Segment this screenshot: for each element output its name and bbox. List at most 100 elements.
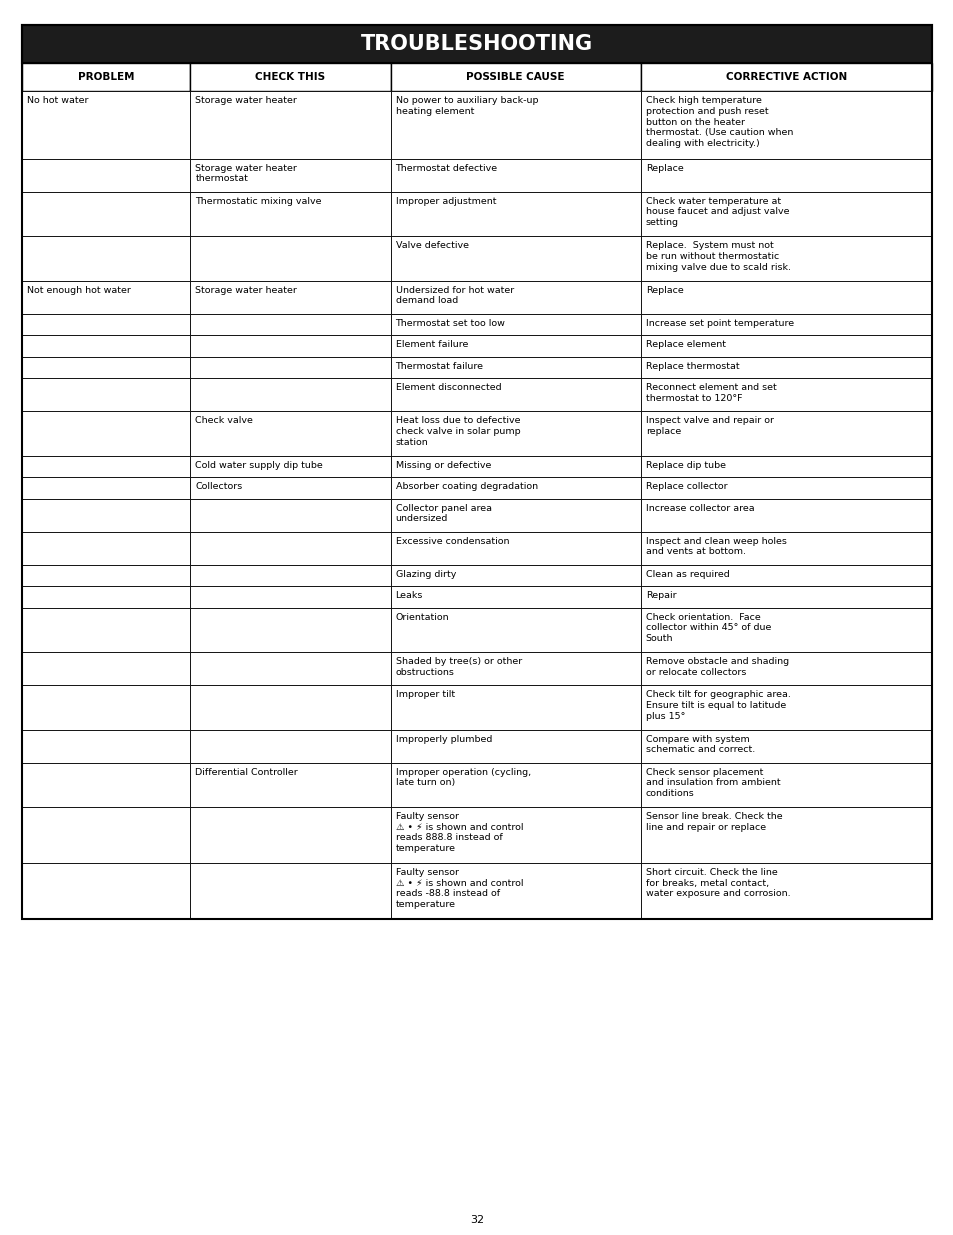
Text: TROUBLESHOOTING: TROUBLESHOOTING <box>360 35 593 54</box>
Bar <box>390 762 640 806</box>
Text: Compare with system
schematic and correct.: Compare with system schematic and correc… <box>645 735 754 755</box>
Bar <box>22 652 191 685</box>
Bar <box>390 477 640 499</box>
Bar <box>640 411 931 456</box>
Bar <box>191 335 390 357</box>
Bar <box>191 411 390 456</box>
Text: Storage water heater: Storage water heater <box>195 285 297 294</box>
Text: Valve defective: Valve defective <box>395 241 468 249</box>
Text: Collectors: Collectors <box>195 482 242 492</box>
Bar <box>22 191 191 236</box>
Bar <box>640 585 931 608</box>
Bar <box>390 357 640 378</box>
Bar <box>191 531 390 564</box>
Bar <box>191 499 390 531</box>
Bar <box>640 863 931 919</box>
Bar <box>390 63 640 91</box>
Bar <box>191 863 390 919</box>
Text: CORRECTIVE ACTION: CORRECTIVE ACTION <box>725 72 846 82</box>
Bar <box>191 91 390 158</box>
Bar <box>191 477 390 499</box>
Bar <box>191 158 390 191</box>
Text: Replace collector: Replace collector <box>645 482 726 492</box>
Text: Glazing dirty: Glazing dirty <box>395 569 456 578</box>
Text: Improper tilt: Improper tilt <box>395 690 455 699</box>
Text: Short circuit. Check the line
for breaks, metal contact,
water exposure and corr: Short circuit. Check the line for breaks… <box>645 868 790 899</box>
Bar <box>390 499 640 531</box>
Bar <box>22 608 191 652</box>
Bar <box>640 730 931 762</box>
Bar <box>640 335 931 357</box>
Text: Storage water heater: Storage water heater <box>195 96 297 105</box>
Bar <box>640 531 931 564</box>
Text: Inspect and clean weep holes
and vents at bottom.: Inspect and clean weep holes and vents a… <box>645 536 786 556</box>
Text: Leaks: Leaks <box>395 592 422 600</box>
Bar <box>22 236 191 280</box>
Text: Check high temperature
protection and push reset
button on the heater
thermostat: Check high temperature protection and pu… <box>645 96 792 148</box>
Bar <box>191 608 390 652</box>
Bar <box>191 191 390 236</box>
Text: PROBLEM: PROBLEM <box>78 72 134 82</box>
Text: 32: 32 <box>470 1215 483 1225</box>
Text: Orientation: Orientation <box>395 613 449 621</box>
Bar <box>640 652 931 685</box>
Bar <box>191 585 390 608</box>
Bar <box>640 63 931 91</box>
Text: Check tilt for geographic area.
Ensure tilt is equal to latitude
plus 15°: Check tilt for geographic area. Ensure t… <box>645 690 790 720</box>
Text: Undersized for hot water
demand load: Undersized for hot water demand load <box>395 285 514 305</box>
Text: Differential Controller: Differential Controller <box>195 767 297 777</box>
Bar <box>640 762 931 806</box>
Text: Check water temperature at
house faucet and adjust valve
setting: Check water temperature at house faucet … <box>645 196 788 227</box>
Bar <box>640 191 931 236</box>
Bar <box>640 806 931 863</box>
Bar <box>390 730 640 762</box>
Text: Not enough hot water: Not enough hot water <box>27 285 131 294</box>
Bar <box>22 456 191 477</box>
Text: Thermostat defective: Thermostat defective <box>395 163 497 173</box>
Text: Element disconnected: Element disconnected <box>395 383 500 391</box>
Text: Reconnect element and set
thermostat to 120°F: Reconnect element and set thermostat to … <box>645 383 776 403</box>
Bar <box>390 158 640 191</box>
Bar <box>191 314 390 335</box>
Bar <box>640 314 931 335</box>
Bar <box>22 499 191 531</box>
Bar <box>390 608 640 652</box>
Bar <box>390 236 640 280</box>
Text: Faulty sensor
⚠ • ⚡ is shown and control
reads 888.8 instead of
temperature: Faulty sensor ⚠ • ⚡ is shown and control… <box>395 811 522 853</box>
Text: Thermostat failure: Thermostat failure <box>395 362 483 370</box>
Text: Storage water heater
thermostat: Storage water heater thermostat <box>195 163 297 183</box>
Text: CHECK THIS: CHECK THIS <box>255 72 325 82</box>
Bar <box>22 25 931 919</box>
Bar <box>390 564 640 585</box>
Bar <box>390 280 640 314</box>
Bar <box>22 685 191 730</box>
Bar <box>22 378 191 411</box>
Bar <box>390 314 640 335</box>
Bar <box>390 531 640 564</box>
Bar <box>22 806 191 863</box>
Text: Excessive condensation: Excessive condensation <box>395 536 509 546</box>
Text: Shaded by tree(s) or other
obstructions: Shaded by tree(s) or other obstructions <box>395 657 521 677</box>
Bar <box>22 564 191 585</box>
Bar <box>640 91 931 158</box>
Text: Replace: Replace <box>645 163 683 173</box>
Text: Increase collector area: Increase collector area <box>645 504 754 513</box>
Bar <box>390 585 640 608</box>
Text: Remove obstacle and shading
or relocate collectors: Remove obstacle and shading or relocate … <box>645 657 788 677</box>
Bar <box>22 531 191 564</box>
Bar <box>390 378 640 411</box>
Text: Heat loss due to defective
check valve in solar pump
station: Heat loss due to defective check valve i… <box>395 416 519 447</box>
Bar <box>22 91 191 158</box>
Bar <box>191 730 390 762</box>
Bar <box>22 63 191 91</box>
Bar <box>640 158 931 191</box>
Text: Improper adjustment: Improper adjustment <box>395 196 496 205</box>
Bar <box>640 456 931 477</box>
Bar <box>640 280 931 314</box>
Text: Faulty sensor
⚠ • ⚡ is shown and control
reads -88.8 instead of
temperature: Faulty sensor ⚠ • ⚡ is shown and control… <box>395 868 522 909</box>
Bar <box>22 585 191 608</box>
Bar <box>22 158 191 191</box>
Text: Replace thermostat: Replace thermostat <box>645 362 739 370</box>
Bar <box>22 314 191 335</box>
Text: Missing or defective: Missing or defective <box>395 461 491 469</box>
